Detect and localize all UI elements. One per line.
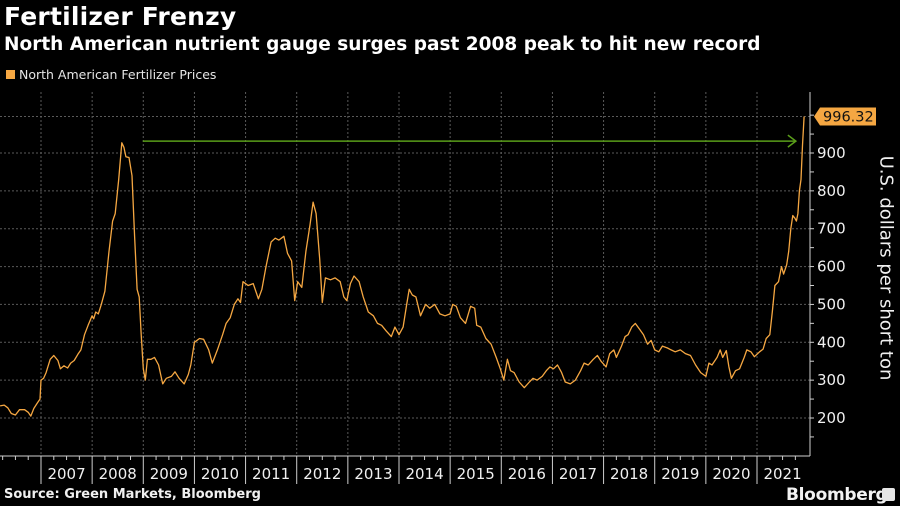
series-line-fertilizer-prices: [0, 116, 805, 417]
x-tick-label: 2008: [99, 465, 137, 483]
x-tick-label: 2017: [559, 465, 597, 483]
x-tick-label: 2021: [763, 465, 801, 483]
x-tick-label: 2009: [150, 465, 188, 483]
x-tick-label: 2014: [405, 465, 443, 483]
y-tick-label: 800: [817, 182, 846, 200]
x-tick-label: 2012: [303, 465, 341, 483]
x-tick-label: 2020: [712, 465, 750, 483]
bloomberg-chart-icon: [882, 488, 895, 501]
chart-title: Fertilizer Frenzy: [4, 2, 237, 31]
x-tick-label: 2019: [661, 465, 699, 483]
x-tick-label: 2018: [610, 465, 648, 483]
legend-label: North American Fertilizer Prices: [19, 67, 217, 82]
x-tick-label: 2010: [201, 465, 239, 483]
y-tick-label: 900: [817, 144, 846, 162]
y-tick-label: 200: [817, 409, 846, 427]
last-value-label: 996.32: [823, 110, 874, 126]
grid: [0, 92, 810, 456]
bloomberg-logo: Bloomberg: [786, 485, 888, 505]
legend-swatch: [6, 70, 15, 79]
source-note: Source: Green Markets, Bloomberg: [4, 487, 261, 502]
x-tick-label: 2011: [252, 465, 290, 483]
chart-subtitle: North American nutrient gauge surges pas…: [4, 34, 761, 55]
last-value-badge: [814, 107, 876, 126]
series-layer: [0, 116, 805, 417]
y-tick-label: 600: [817, 258, 846, 276]
reference-arrow-head: [787, 134, 798, 148]
axes: 200 300 400 500 600 700 800 900 2007 2008 2009 2010…: [0, 92, 846, 484]
y-tick-label: 400: [817, 333, 846, 351]
legend: North American Fertilizer Prices: [6, 67, 216, 82]
y-tick-label: 500: [817, 295, 846, 313]
annotation-layer: 996.32: [142, 107, 876, 148]
x-tick-label: 2015: [457, 465, 495, 483]
y-axis-title: U.S. dollars per short ton: [875, 155, 897, 381]
y-tick-label: 700: [817, 220, 846, 238]
x-tick-label: 2016: [508, 465, 546, 483]
x-tick-label: 2013: [354, 465, 392, 483]
x-tick-label: 2007: [47, 465, 85, 483]
y-tick-label: 300: [817, 371, 846, 389]
